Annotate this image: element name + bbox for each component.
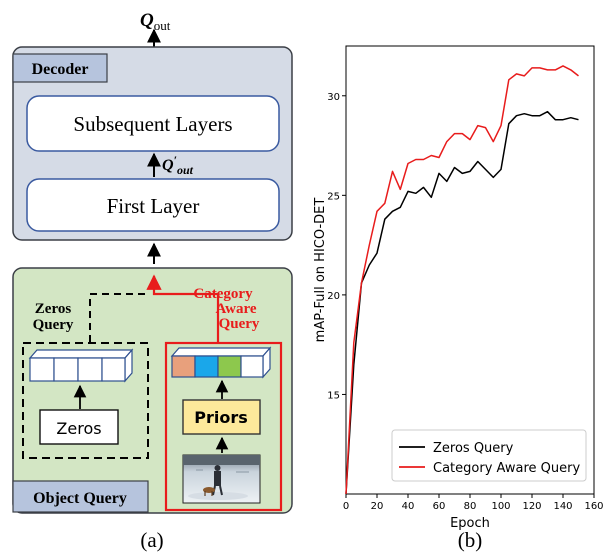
category-aware-label-2: Aware [215,301,256,317]
panel-b: 0 20 40 60 80 100 120 140 160 15 20 25 30 Epoch mAP-… [313,45,604,552]
x-axis-label: Epoch [450,516,490,531]
x-tick-label: 120 [522,501,541,512]
zeros-embedding [28,348,134,383]
decoder-title: Decoder [32,61,89,78]
subsequent-layers-box [26,95,280,152]
series-line-zeros-query [345,110,579,495]
plot-frame [345,45,595,495]
x-tick-label: 20 [371,501,384,512]
input-image [182,454,261,504]
priors-box-label: Priors [194,408,248,427]
x-tick-label: 60 [433,501,446,512]
x-tick-label: 100 [491,501,510,512]
category-aware-label-3: Query [219,316,260,332]
chart-axes: 0 20 40 60 80 100 120 140 160 15 20 25 30 [327,92,603,512]
category-branch-box [164,341,283,512]
y-tick-label: 20 [327,291,340,302]
caption-b: (b) [458,528,483,552]
y-tick-label: 15 [327,390,340,401]
first-layer-box [26,178,280,232]
y-tick-label: 25 [327,191,340,202]
caption-a: (a) [140,528,163,552]
priors-box [182,399,261,435]
legend: Zeros Query Category Aware Query [391,429,587,482]
zeros-query-label-1: Zeros [35,301,72,317]
x-tick-label: 160 [584,501,603,512]
subsequent-layers-label: Subsequent Layers [73,112,232,136]
first-layer-label: First Layer [107,194,200,218]
zeros-box [39,409,119,445]
zeros-box-label: Zeros [56,419,101,438]
panel-a: Qout Decoder Subsequent Layers Q′out Fir… [12,10,293,552]
x-tick-label: 140 [553,501,572,512]
output-label: Qout [140,10,171,33]
chart-lines [345,65,579,495]
y-tick-label: 30 [327,92,340,103]
zeros-query-path [89,293,150,342]
legend-label-zeros: Zeros Query [433,441,514,456]
x-tick-label: 40 [402,501,415,512]
x-tick-label: 80 [464,501,477,512]
decoder-title-tab [12,53,108,83]
zeros-branch-box [22,342,149,459]
series-line-category-aware-query [345,65,579,495]
object-query-title-tab [12,480,149,513]
category-embedding [170,346,272,379]
legend-box [391,429,587,482]
y-axis-label: mAP-Full on HICO-DET [313,198,328,343]
category-aware-label-1: Category [193,286,253,302]
object-query-title: Object Query [33,490,127,507]
category-aware-path [146,274,220,342]
x-tick-label: 0 [343,501,349,512]
legend-label-category: Category Aware Query [433,461,580,476]
zeros-query-label-2: Query [33,317,74,333]
intermediate-label: Q′out [162,153,194,177]
